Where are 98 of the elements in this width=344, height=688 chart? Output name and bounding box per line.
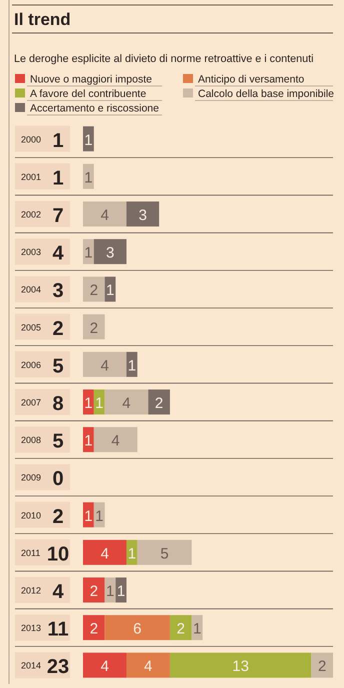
bar (94, 427, 138, 452)
total-label: 11 (47, 618, 69, 641)
bar (83, 540, 126, 565)
y-tick-label: 2014 (21, 660, 42, 671)
y-tick-label: 2003 (21, 247, 42, 258)
y-tick-label: 2002 (21, 210, 42, 220)
data-label: 1 (84, 244, 93, 262)
bar (311, 652, 333, 678)
bar (83, 202, 126, 226)
y-tick-label: 2012 (21, 586, 42, 596)
legend-label: A favore del contribuente (30, 88, 146, 100)
y-tick-label: 2005 (21, 322, 42, 332)
bar (126, 202, 160, 226)
bar (83, 239, 94, 264)
bar (137, 540, 192, 565)
data-label: 1 (106, 583, 114, 600)
data-label: 1 (84, 432, 93, 450)
data-label: 4 (100, 545, 109, 562)
data-label: 6 (133, 620, 142, 638)
data-label: 3 (106, 244, 114, 262)
total-label: 23 (46, 656, 70, 678)
data-label: 2 (90, 282, 98, 300)
total-label: 10 (46, 543, 70, 566)
total-label: 5 (52, 355, 64, 378)
data-label: 1 (84, 508, 93, 525)
bar (170, 652, 312, 678)
y-tick-label: 2006 (21, 360, 42, 370)
y-tick-label: 2001 (21, 172, 42, 182)
y-tick-label: 2000 (21, 134, 42, 144)
text: 0 (52, 468, 64, 490)
data-label: 1 (95, 395, 104, 412)
data-label: 4 (100, 207, 109, 224)
data-label: 2 (90, 583, 98, 600)
bar (126, 352, 138, 377)
bar (83, 615, 105, 640)
data-label: 1 (128, 545, 136, 562)
data-label: 1 (116, 583, 126, 600)
total-label: 7 (52, 205, 64, 227)
bar (83, 314, 105, 340)
data-label: 1 (106, 282, 114, 300)
bar (83, 578, 105, 602)
total-label: 4 (52, 581, 64, 603)
bar (83, 652, 126, 678)
bar (83, 276, 105, 302)
bar (83, 427, 94, 452)
bar (104, 390, 148, 414)
legend-label: Nuove o maggiori imposte (30, 74, 152, 86)
data-label: 1 (192, 620, 202, 638)
data-label: 1 (84, 169, 93, 186)
y-tick-label: 2004 (21, 284, 42, 295)
data-label: 4 (100, 357, 109, 374)
data-label: 3 (138, 207, 147, 224)
data-label: 1 (84, 132, 93, 149)
bar (148, 390, 170, 414)
bar (126, 540, 138, 565)
total-label: 1 (52, 130, 64, 152)
y-tick-label: 2007 (21, 398, 42, 408)
data-label: 2 (90, 320, 98, 337)
data-label: 2 (176, 620, 185, 638)
legend-label: Anticipo di versamento (198, 74, 304, 86)
chart-subtitle: Le deroghe esplicite al divieto di norme retroattive e i contenuti (14, 53, 314, 65)
data-label: 2 (154, 395, 164, 412)
bar (104, 615, 170, 640)
total-label: 8 (52, 393, 64, 415)
y-tick-label: 2009 (21, 472, 42, 483)
bar (83, 390, 94, 414)
data-label: 1 (84, 395, 93, 412)
data-label: 1 (95, 508, 104, 525)
data-label: 5 (160, 545, 169, 562)
y-tick-label: 2013 (21, 623, 42, 634)
chart-title: Il trend (14, 10, 71, 29)
data-label: 4 (122, 395, 131, 412)
total-label: 2 (52, 318, 64, 340)
data-label: 4 (144, 658, 152, 676)
total-label: 2 (52, 506, 64, 528)
total-label: 1 (52, 167, 64, 190)
data-label: 13 (232, 658, 249, 676)
legend-label: Accertamento e riscossione (30, 102, 160, 114)
data-label: 2 (90, 620, 98, 638)
bar (83, 502, 94, 528)
bar (83, 164, 94, 189)
legend-label: Calcolo della base imponibile (198, 88, 334, 100)
data-label: 4 (111, 432, 120, 450)
data-label: 4 (100, 658, 109, 676)
y-tick-label: 2011 (21, 548, 40, 558)
y-tick-label: 2008 (21, 435, 42, 446)
total-label: 5 (52, 430, 64, 453)
bar (94, 239, 126, 264)
bar (126, 652, 170, 678)
bar (170, 615, 192, 640)
total-label: 4 (52, 242, 64, 265)
total-label: 3 (52, 280, 64, 302)
data-label: 2 (318, 658, 326, 676)
bar (83, 352, 126, 377)
data-label: 1 (128, 357, 136, 374)
bar (116, 578, 126, 602)
bar (83, 126, 94, 152)
y-tick-label: 2010 (21, 510, 42, 520)
